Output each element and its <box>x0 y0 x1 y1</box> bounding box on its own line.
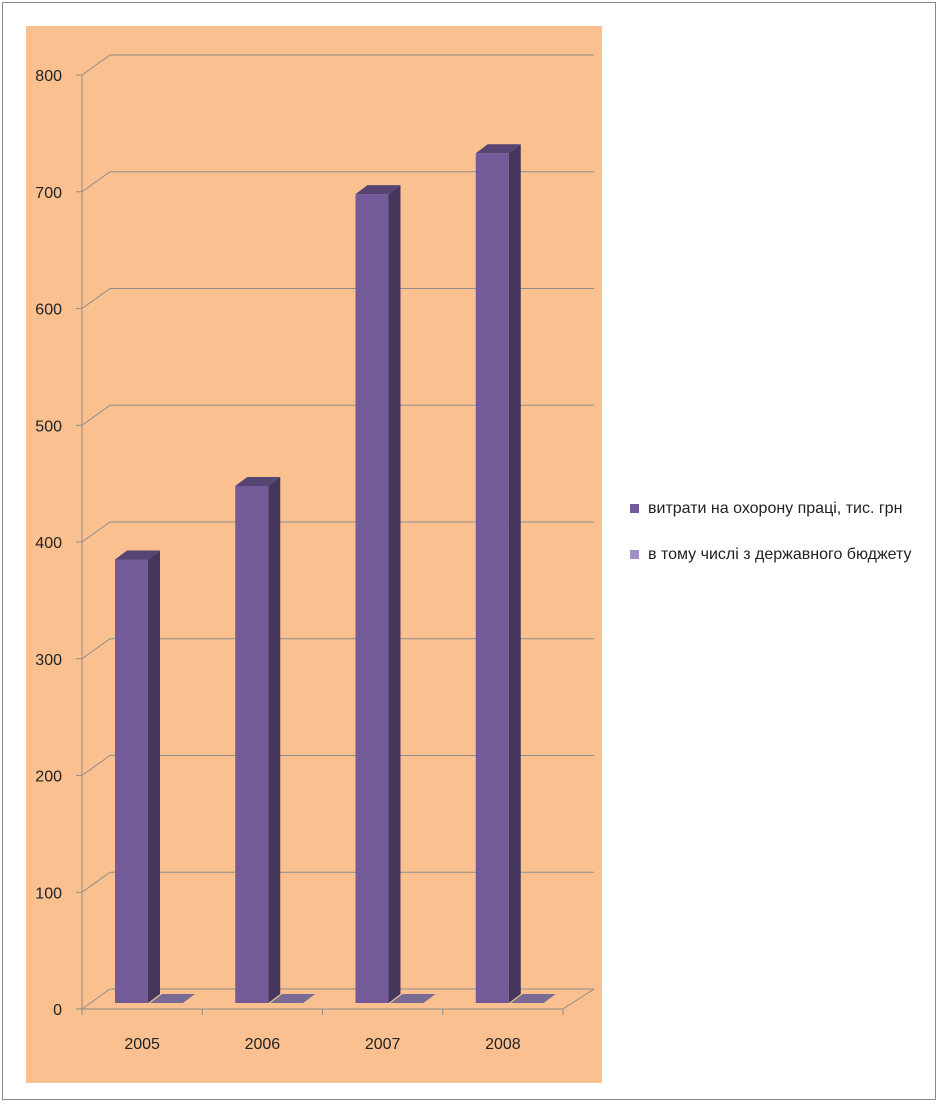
bar-top-2-2005 <box>150 994 195 1003</box>
gridline-depth-300 <box>81 638 111 660</box>
bar-2-2008 <box>510 994 556 1003</box>
bar-1-2007 <box>355 185 401 1003</box>
legend-swatch-series-2 <box>630 550 639 559</box>
bar-top-2-2006 <box>270 994 316 1003</box>
legend-swatch-series-1 <box>630 504 639 513</box>
bar-top-2-2007 <box>390 994 436 1003</box>
y-tick-label-800: 800 <box>35 68 62 85</box>
y-tick-label-300: 300 <box>35 652 62 669</box>
floor-right-edge <box>562 988 595 1010</box>
gridline-depth-200 <box>81 755 111 776</box>
y-tick-label-600: 600 <box>35 302 62 319</box>
axes <box>76 74 595 1015</box>
gridline-depth-100 <box>81 871 111 893</box>
x-tick-label-2005: 2005 <box>124 1036 160 1053</box>
gridline-depth-700 <box>81 171 111 193</box>
bar-top-1-2007 <box>355 185 401 195</box>
y-tick-label-400: 400 <box>35 535 62 552</box>
gridline-depth-500 <box>81 404 111 426</box>
bar-side-1-2006 <box>268 476 281 1004</box>
legend: витрати на охорону праці, тис. грн в том… <box>630 497 930 589</box>
x-tick-label-2006: 2006 <box>245 1036 281 1053</box>
legend-item-series-2: в тому числі з державного бюджету <box>630 543 930 567</box>
bar-front-1-2008 <box>475 153 509 1003</box>
bar-1-2006 <box>235 476 281 1004</box>
x-tick-label-2007: 2007 <box>365 1036 401 1053</box>
y-tick-label-500: 500 <box>35 418 62 435</box>
legend-label-series-2: в тому числі з державного бюджету <box>648 546 912 563</box>
y-tick-label-200: 200 <box>35 769 62 786</box>
bar-top-2-2008 <box>510 994 556 1003</box>
bar-front-1-2006 <box>235 485 269 1004</box>
bar-top-1-2008 <box>475 144 521 154</box>
bar-2-2006 <box>270 994 316 1003</box>
legend-item-series-1: витрати на охорону праці, тис. грн <box>630 497 930 521</box>
bar-2-2007 <box>390 994 436 1003</box>
y-tick-labels: 0 100 200 300 400 500 600 700 800 <box>35 68 62 1019</box>
legend-label-series-1: витрати на охорону праці, тис. грн <box>648 500 903 517</box>
x-tick-label-2008: 2008 <box>485 1036 521 1053</box>
y-tick-label-0: 0 <box>53 1002 62 1019</box>
bar-side-1-2005 <box>148 550 160 1003</box>
bar-top-1-2005 <box>115 550 160 560</box>
bars <box>115 144 556 1004</box>
y-tick-label-700: 700 <box>35 185 62 202</box>
x-tick-labels: 2005 2006 2007 2008 <box>124 1036 520 1053</box>
bar-1-2008 <box>475 144 521 1003</box>
gridline-depth-800 <box>81 54 111 76</box>
bar-2-2005 <box>150 994 195 1003</box>
y-tick-label-100: 100 <box>35 885 62 902</box>
bar-front-1-2005 <box>115 559 148 1003</box>
bar-side-1-2007 <box>388 185 401 1003</box>
bar-top-1-2006 <box>235 476 281 486</box>
gridline-depth-400 <box>81 521 111 543</box>
gridline-depth-0 <box>81 988 111 1010</box>
bar-front-1-2007 <box>355 194 389 1003</box>
gridline-depth-600 <box>81 288 111 309</box>
bar-1-2005 <box>115 550 160 1003</box>
bar-side-1-2008 <box>508 144 521 1003</box>
